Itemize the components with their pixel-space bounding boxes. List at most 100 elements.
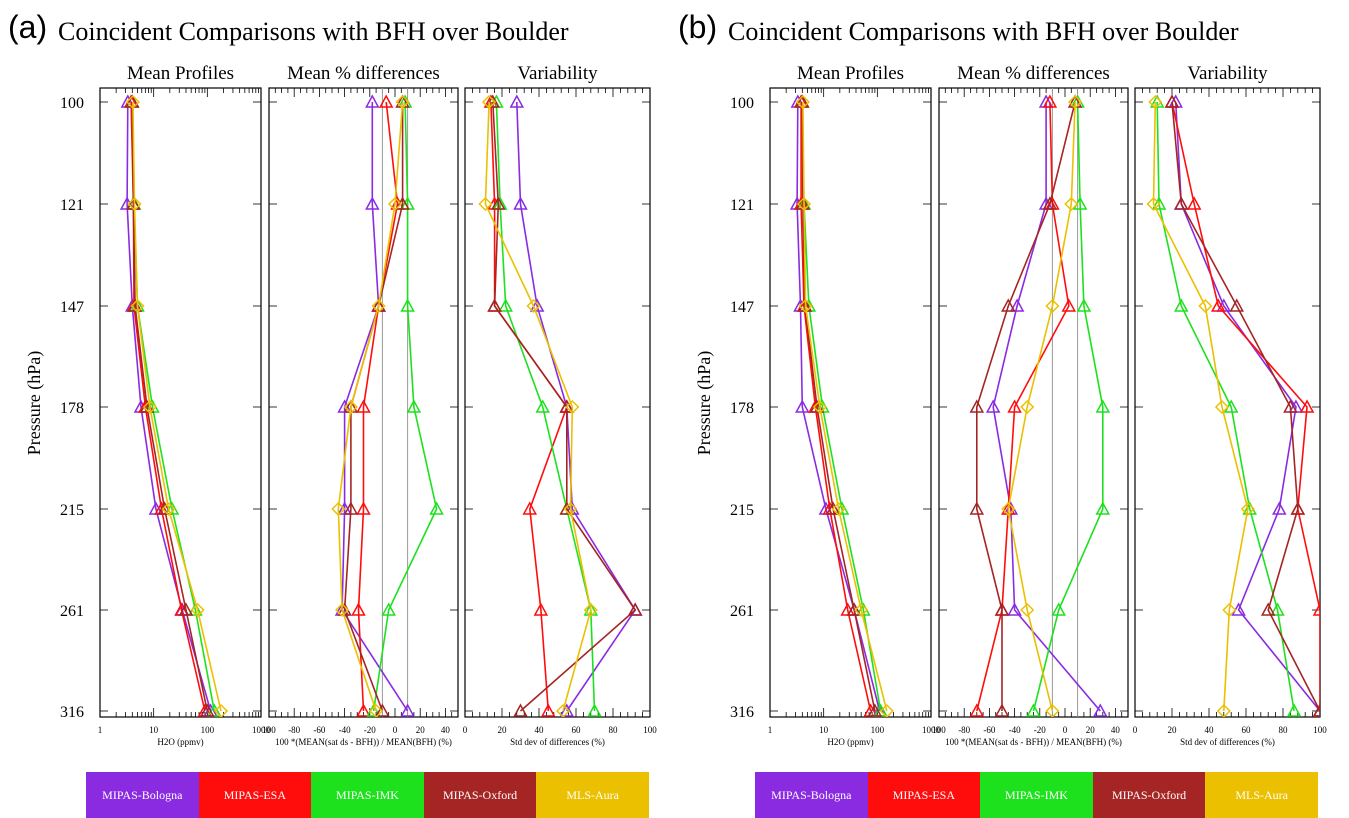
data-point: [356, 501, 371, 515]
series-line-mipas-esa: [1171, 101, 1320, 711]
series-line-mipas-oxford: [131, 101, 209, 712]
legend-item-mipas-imk: MIPAS-IMK: [311, 772, 424, 818]
data-point: [200, 703, 215, 717]
y-tick-label: 178: [60, 400, 84, 417]
x-tick-label: 20: [498, 725, 508, 735]
data-point: [1299, 399, 1315, 413]
data-point: [1272, 501, 1287, 515]
data-point: [1210, 298, 1226, 312]
series-line-mipas-oxford: [975, 101, 1076, 711]
data-point: [369, 703, 384, 717]
y-tick-label: 147: [730, 299, 754, 316]
x-tick-label: -20: [364, 725, 376, 735]
legend-item-mipas-bologna: MIPAS-Bologna: [86, 772, 199, 818]
data-point: [491, 196, 506, 210]
data-point: [356, 703, 371, 717]
legend-item-mls-aura: MLS-Aura: [1205, 772, 1318, 818]
data-point: [400, 703, 415, 717]
x-tick-label: 60: [1242, 725, 1252, 735]
data-point: [387, 196, 403, 212]
data-point: [831, 501, 846, 517]
data-point: [563, 501, 578, 517]
data-point: [627, 602, 643, 616]
y-tick-label: 215: [730, 502, 754, 519]
data-point: [161, 501, 176, 517]
series-line-mipas-bologna: [992, 102, 1101, 712]
legend-item-mipas-esa: MIPAS-ESA: [198, 772, 312, 818]
data-point: [587, 703, 602, 717]
data-point: [429, 501, 444, 515]
data-point: [1095, 399, 1111, 413]
data-point: [969, 703, 985, 717]
panel-title: Mean Profiles: [797, 63, 904, 84]
figure-label: (b): [678, 9, 717, 45]
series-line-mipas-imk: [1032, 101, 1104, 712]
y-tick-label: 100: [730, 95, 754, 112]
data-point: [190, 602, 205, 618]
data-point: [509, 94, 525, 108]
data-point: [213, 703, 229, 717]
data-point: [1312, 602, 1320, 616]
data-point: [796, 196, 812, 212]
data-point: [395, 94, 410, 110]
series-line-mls-aura: [1007, 101, 1076, 712]
panel-frame: [938, 87, 1129, 718]
x-tick-label: 20: [416, 725, 426, 735]
data-point: [969, 501, 985, 515]
data-point: [331, 501, 346, 517]
data-point: [1216, 703, 1231, 717]
data-point: [795, 399, 810, 413]
data-point: [1045, 298, 1060, 314]
x-tick-label: 100: [201, 725, 215, 735]
data-point: [130, 298, 145, 314]
legend-b: MIPAS-Bologna MIPAS-ESA MIPAS-IMK MIPAS-Oxf…: [755, 772, 1318, 818]
y-tick-label: 261: [60, 603, 84, 620]
data-point: [854, 602, 869, 618]
panel-title: Mean Profiles: [127, 63, 234, 84]
data-point: [157, 501, 172, 515]
x-tick-label: 100: [932, 725, 946, 735]
x-tick-label: 40: [1111, 725, 1121, 735]
x-tick-label: 60: [572, 725, 582, 735]
data-point: [1076, 298, 1092, 312]
x-tick-label: 40: [1205, 725, 1215, 735]
data-point: [371, 298, 386, 314]
data-point: [1148, 94, 1163, 110]
data-point: [1064, 196, 1079, 212]
data-point: [207, 703, 222, 717]
panel-frame: [769, 87, 932, 718]
x-tick-label: -40: [339, 725, 351, 735]
x-tick-label: 10: [819, 725, 829, 735]
data-point: [1164, 94, 1180, 108]
data-point: [1009, 298, 1025, 312]
x-tick-label: -20: [1034, 725, 1046, 735]
series-line-mls-aura: [802, 101, 888, 712]
panel-title: Variability: [1187, 63, 1268, 84]
data-point: [985, 399, 1001, 413]
series-group: [969, 94, 1111, 717]
data-point: [1198, 298, 1213, 314]
data-point: [1045, 703, 1060, 717]
x-tick-label: 20: [1086, 725, 1096, 735]
data-point: [406, 399, 422, 413]
x-tick-label: 1: [98, 725, 103, 735]
data-point: [969, 399, 985, 413]
x-tick-label: -40: [1009, 725, 1021, 735]
y-tick-label: 316: [60, 704, 84, 721]
series-line-mipas-bologna: [516, 101, 637, 712]
y-tick-label: 261: [730, 603, 754, 620]
data-point: [583, 602, 598, 618]
panel-frame: [464, 87, 651, 718]
data-point: [1001, 298, 1016, 312]
x-tick-label: 10: [149, 725, 159, 735]
x-tick-label: -60: [983, 725, 995, 735]
data-point: [513, 196, 528, 210]
figure-label: (a): [8, 9, 47, 45]
data-point: [487, 298, 502, 312]
data-point: [343, 399, 358, 415]
x-tick-label: 0: [393, 725, 398, 735]
panel-mean-profiles: Mean Profiles 1 10 100 1000 H2O (ppmv): [768, 63, 941, 747]
panel-title: Variability: [517, 63, 598, 84]
panel-variability: Variability 0 20 40 60 80 100 Std dev of differ…: [463, 63, 658, 747]
